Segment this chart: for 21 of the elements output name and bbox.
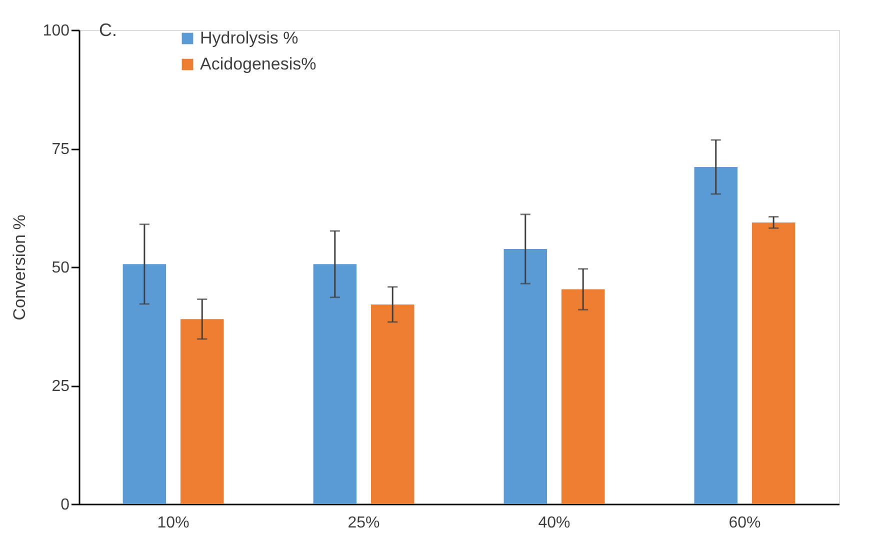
y-tick-label: 75 xyxy=(52,141,70,158)
bar xyxy=(694,166,738,504)
bar xyxy=(752,222,796,504)
y-axis-title: Conversion % xyxy=(10,214,29,320)
y-tick-label: 50 xyxy=(52,260,70,276)
x-tick-label: 60% xyxy=(728,514,761,532)
y-tick-label: 25 xyxy=(52,378,70,395)
annotation: C. xyxy=(99,20,117,40)
bar xyxy=(504,248,548,504)
legend-label: Acidogenesis% xyxy=(200,54,316,74)
x-tick-label: 40% xyxy=(538,514,570,532)
bar xyxy=(370,304,414,504)
bar xyxy=(561,289,605,504)
legend-label: Hydrolysis % xyxy=(200,28,298,48)
bar xyxy=(122,264,166,504)
y-tick-label: 0 xyxy=(60,496,70,514)
bar xyxy=(313,264,357,504)
y-tick-label: 100 xyxy=(42,22,70,40)
x-tick-label: 10% xyxy=(157,514,190,532)
bar xyxy=(180,319,224,504)
x-tick-label: 25% xyxy=(348,514,380,532)
